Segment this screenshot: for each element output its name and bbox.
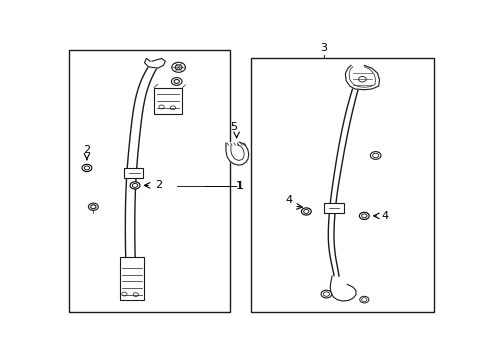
Text: -1: -1 [232, 181, 243, 191]
Circle shape [82, 164, 92, 172]
Polygon shape [144, 58, 165, 68]
Text: -1: -1 [233, 181, 244, 191]
Text: 4: 4 [285, 195, 291, 205]
Circle shape [321, 290, 331, 298]
Bar [324, 203, 343, 213]
Text: 2: 2 [154, 180, 162, 190]
Circle shape [369, 152, 380, 159]
Bar [250, 58, 433, 312]
Circle shape [171, 62, 185, 72]
Text: 3: 3 [320, 44, 326, 53]
Text: 4: 4 [381, 211, 387, 221]
Polygon shape [345, 66, 379, 90]
Circle shape [359, 296, 368, 303]
Bar [120, 257, 144, 300]
Circle shape [88, 203, 98, 210]
Polygon shape [329, 276, 355, 301]
Circle shape [301, 208, 311, 215]
Circle shape [171, 77, 182, 85]
Bar [68, 50, 229, 312]
Bar [123, 168, 143, 179]
Polygon shape [230, 145, 244, 161]
Bar [154, 87, 182, 114]
Text: 5: 5 [229, 122, 237, 132]
Text: 2: 2 [83, 145, 90, 156]
Circle shape [359, 212, 368, 220]
Circle shape [130, 182, 140, 189]
Polygon shape [225, 142, 248, 165]
